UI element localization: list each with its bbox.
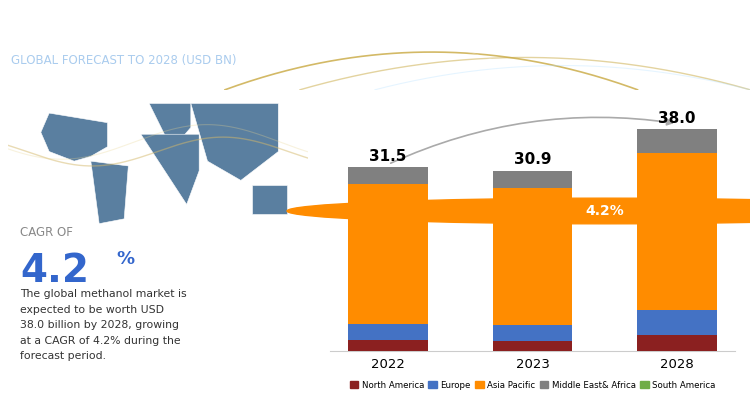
Polygon shape — [252, 185, 286, 214]
Text: 4.2%: 4.2% — [585, 204, 624, 218]
Text: 38.0: 38.0 — [658, 111, 696, 126]
Text: 31.5: 31.5 — [370, 149, 407, 164]
Bar — [349, 324, 427, 340]
Polygon shape — [91, 161, 128, 224]
Text: 4.2: 4.2 — [20, 252, 89, 290]
Bar — [349, 167, 427, 184]
Bar — [493, 325, 572, 341]
Text: CAGR OF: CAGR OF — [20, 226, 74, 239]
Bar — [638, 335, 716, 351]
Bar — [493, 188, 572, 325]
Polygon shape — [40, 113, 107, 161]
Polygon shape — [190, 104, 278, 180]
Text: The global methanol market is
expected to be worth USD
38.0 billion by 2028, gro: The global methanol market is expected t… — [20, 289, 187, 361]
Bar — [638, 310, 716, 335]
Polygon shape — [149, 104, 190, 137]
Polygon shape — [141, 134, 200, 204]
Circle shape — [287, 198, 750, 224]
Bar — [493, 341, 572, 351]
Text: METHANOL MARKET: METHANOL MARKET — [11, 16, 247, 36]
Bar — [638, 129, 716, 153]
Text: 30.9: 30.9 — [514, 152, 551, 167]
Bar — [349, 340, 427, 351]
Bar — [493, 171, 572, 188]
Text: %: % — [116, 250, 134, 268]
Legend: North America, Europe, Asia Pacific, Middle East& Africa, South America: North America, Europe, Asia Pacific, Mid… — [349, 380, 716, 390]
Bar — [349, 184, 427, 324]
Bar — [638, 153, 716, 310]
Text: GLOBAL FORECAST TO 2028 (USD BN): GLOBAL FORECAST TO 2028 (USD BN) — [11, 54, 237, 67]
